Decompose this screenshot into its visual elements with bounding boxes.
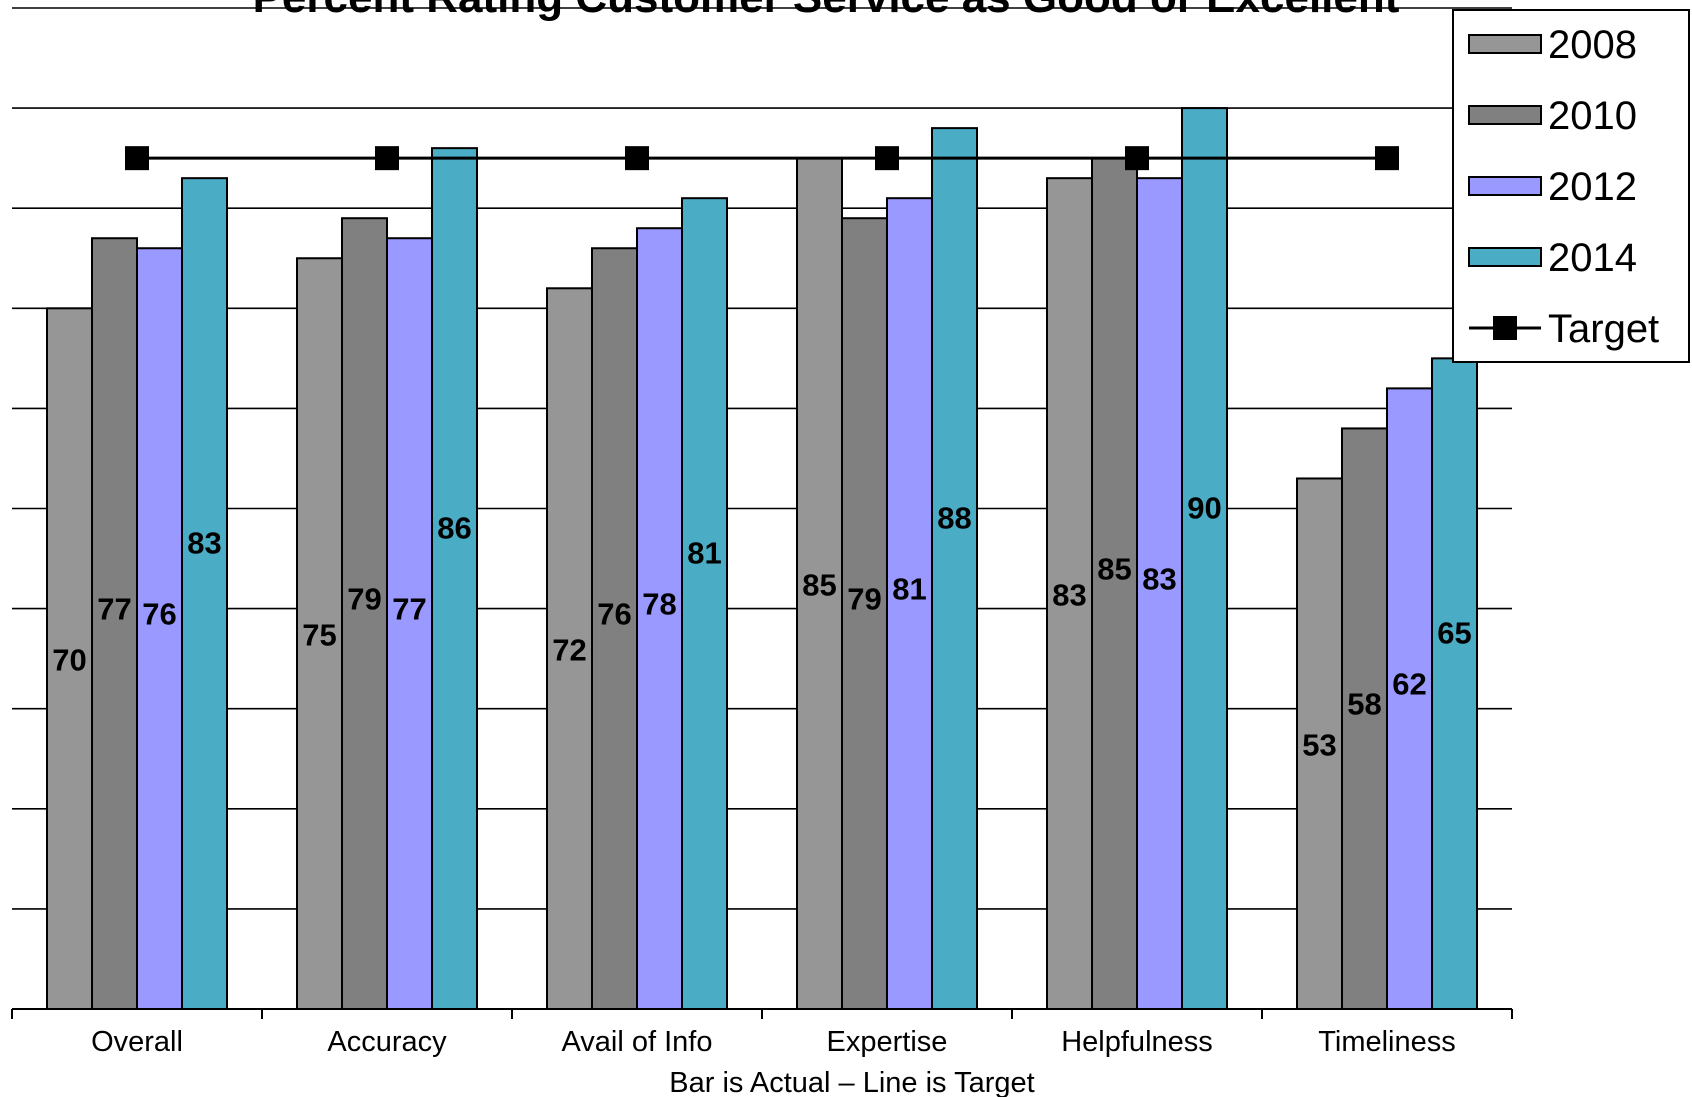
bar [1431, 357, 1478, 1011]
data-label: 62 [1392, 667, 1426, 702]
bars [46, 107, 1478, 1011]
bar [431, 147, 478, 1010]
bar [341, 217, 388, 1010]
bar [1046, 177, 1093, 1011]
data-label: 53 [1302, 728, 1336, 763]
data-label: 65 [1437, 616, 1471, 651]
legend-marker [1493, 316, 1517, 340]
data-label: 83 [1142, 562, 1176, 597]
data-label: 78 [642, 587, 676, 622]
x-tick-label: Helpfulness [1061, 1026, 1213, 1058]
bar [1136, 177, 1183, 1011]
data-label: 75 [302, 618, 336, 653]
chart-title: Percent Rating Customer Service as Good … [253, 0, 1400, 22]
data-labels: 70 77 76 83 75 79 77 86 72 76 78 81 85 79 81 88 83 85 83 90… [52, 491, 1471, 763]
target-marker [125, 146, 149, 171]
legend-swatch [1468, 176, 1542, 196]
target-marker [1375, 146, 1399, 171]
bar [681, 197, 728, 1010]
legend-label: 2008 [1548, 23, 1637, 67]
legend-label: 2010 [1548, 94, 1637, 138]
target-marker [625, 146, 649, 171]
gridlines [12, 7, 1512, 910]
data-label: 76 [597, 597, 631, 632]
x-tick-labels: Overall Accuracy Avail of Info Expertise Hel… [91, 1026, 1456, 1058]
x-tick-label: Avail of Info [561, 1026, 712, 1058]
bar [296, 257, 343, 1010]
bar [1386, 387, 1433, 1010]
legend-swatch [1468, 105, 1542, 125]
bar [181, 177, 228, 1011]
data-label: 85 [1097, 552, 1131, 587]
data-label: 81 [892, 572, 926, 607]
data-label: 77 [97, 592, 131, 627]
target-marker [1125, 146, 1149, 171]
data-label: 83 [187, 526, 221, 561]
legend: 2008 2010 2012 2014 Target [1452, 9, 1690, 363]
bar [931, 127, 978, 1010]
x-tick-label: Overall [91, 1026, 183, 1058]
data-label: 85 [802, 568, 836, 603]
x-tick-label: Expertise [827, 1026, 948, 1058]
bar [796, 157, 843, 1010]
bar [546, 287, 593, 1010]
x-axis-label: Bar is Actual – Line is Target [669, 1067, 1034, 1097]
data-label: 81 [687, 536, 721, 571]
data-label: 72 [552, 633, 586, 668]
legend-label: Target [1548, 307, 1659, 351]
data-label: 77 [392, 592, 426, 627]
target-marker [375, 146, 399, 171]
bar [886, 197, 933, 1010]
data-label: 76 [142, 597, 176, 632]
bar [1181, 107, 1228, 1011]
legend-label: 2012 [1548, 165, 1637, 209]
bar [91, 237, 138, 1011]
x-tick-label: Timeliness [1318, 1026, 1456, 1058]
data-label: 88 [937, 501, 971, 536]
target-marker [875, 146, 899, 171]
target-line [125, 146, 1399, 171]
data-label: 79 [347, 582, 381, 617]
legend-swatch [1468, 247, 1542, 267]
data-label: 58 [1347, 687, 1381, 722]
legend-label: 2014 [1548, 236, 1637, 280]
data-label: 79 [847, 582, 881, 617]
bar [636, 227, 683, 1011]
data-label: 83 [1052, 578, 1086, 613]
bar [386, 237, 433, 1011]
data-label: 70 [52, 643, 86, 678]
legend-swatch [1468, 34, 1542, 54]
data-label: 86 [437, 511, 471, 546]
data-label: 90 [1187, 491, 1221, 526]
x-tick-label: Accuracy [327, 1026, 447, 1058]
x-axis [11, 1008, 1513, 1019]
